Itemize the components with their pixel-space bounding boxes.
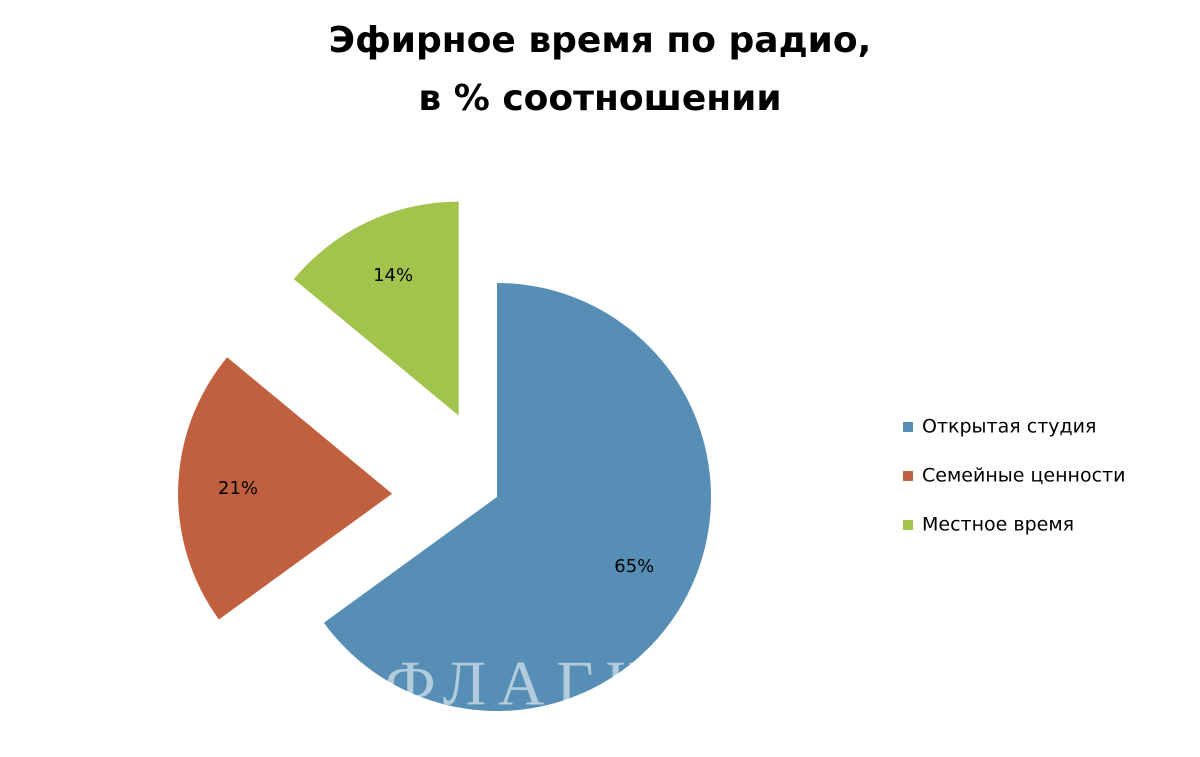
legend-label: Семейные ценности <box>922 465 1125 487</box>
legend-marker <box>903 422 913 432</box>
legend-marker <box>903 471 913 481</box>
legend-marker <box>903 520 913 530</box>
legend-label: Местное время <box>922 514 1074 536</box>
data-label: 14% <box>373 265 413 286</box>
data-label: 65% <box>614 556 654 577</box>
watermark: ФЛАГШТОК <box>385 648 845 719</box>
chart-title: в % соотношении <box>418 78 781 119</box>
pie-slice <box>178 357 393 620</box>
pie-slice <box>323 283 711 711</box>
legend-label: Открытая студия <box>922 416 1096 438</box>
pie-slice <box>293 201 459 416</box>
chart-title: Эфирное время по радио, <box>329 20 872 61</box>
data-label: 21% <box>218 478 258 499</box>
